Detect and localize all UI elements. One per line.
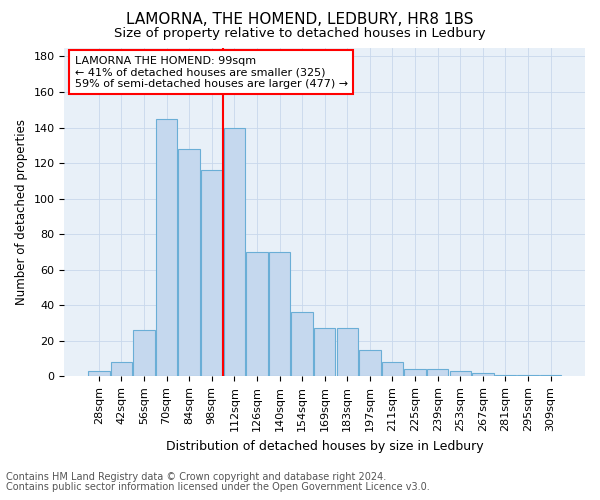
Text: LAMORNA THE HOMEND: 99sqm
← 41% of detached houses are smaller (325)
59% of semi: LAMORNA THE HOMEND: 99sqm ← 41% of detac… [75, 56, 348, 89]
Bar [224, 128, 245, 376]
Text: Contains HM Land Registry data © Crown copyright and database right 2024.: Contains HM Land Registry data © Crown c… [6, 472, 386, 482]
Bar [540, 374, 562, 376]
Text: LAMORNA, THE HOMEND, LEDBURY, HR8 1BS: LAMORNA, THE HOMEND, LEDBURY, HR8 1BS [126, 12, 474, 28]
Bar [133, 330, 155, 376]
Y-axis label: Number of detached properties: Number of detached properties [15, 119, 28, 305]
Bar [472, 373, 494, 376]
Bar [494, 374, 516, 376]
Bar [314, 328, 335, 376]
Bar [517, 374, 539, 376]
Bar [178, 149, 200, 376]
Bar [427, 370, 448, 376]
Bar [88, 371, 110, 376]
Bar [246, 252, 268, 376]
Text: Size of property relative to detached houses in Ledbury: Size of property relative to detached ho… [114, 28, 486, 40]
Bar [292, 312, 313, 376]
Bar [201, 170, 223, 376]
Bar [110, 362, 132, 376]
Bar [449, 371, 471, 376]
Bar [359, 350, 380, 376]
Text: Contains public sector information licensed under the Open Government Licence v3: Contains public sector information licen… [6, 482, 430, 492]
Bar [337, 328, 358, 376]
Bar [404, 370, 426, 376]
X-axis label: Distribution of detached houses by size in Ledbury: Distribution of detached houses by size … [166, 440, 484, 452]
Bar [269, 252, 290, 376]
Bar [382, 362, 403, 376]
Bar [156, 118, 177, 376]
